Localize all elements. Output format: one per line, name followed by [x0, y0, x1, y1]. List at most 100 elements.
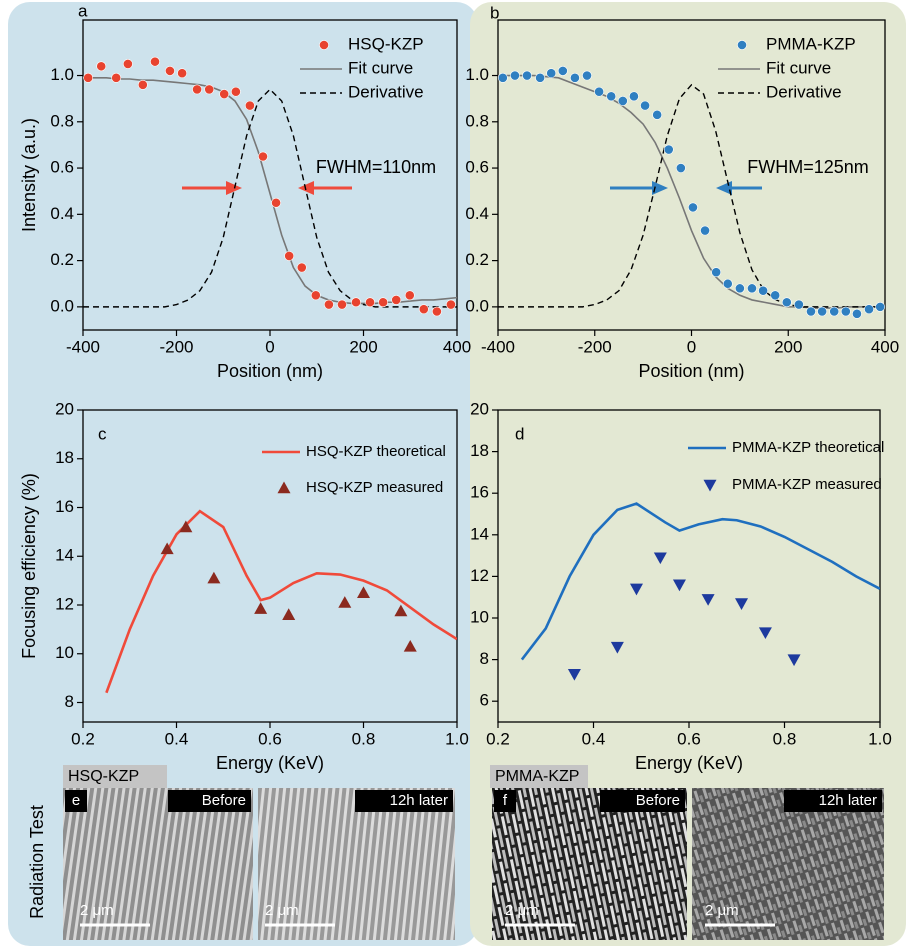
y-tick-label: 12 — [470, 566, 489, 585]
y-tick-label: 0.6 — [465, 158, 489, 177]
y-tick-label: 18 — [470, 441, 489, 460]
x-axis-label: Energy (KeV) — [216, 753, 324, 773]
y-tick-label: 8 — [480, 649, 489, 668]
data-point — [510, 70, 520, 81]
panel-letter: a — [78, 1, 88, 20]
tag-box — [784, 790, 882, 812]
legend-label: Derivative — [766, 82, 842, 101]
y-tick-label: 16 — [470, 483, 489, 502]
panel-letter: d — [515, 424, 524, 443]
x-tick-label: 0.2 — [71, 729, 95, 748]
scale-label: 2 μm — [505, 902, 539, 919]
x-tick-label: 200 — [774, 337, 802, 356]
panel-letter: b — [490, 3, 499, 22]
data-point — [793, 299, 804, 310]
x-tick-label: 0 — [687, 337, 696, 356]
data-point — [207, 571, 221, 584]
data-point — [570, 72, 580, 83]
y-tick-label: 6 — [480, 691, 489, 710]
data-point — [770, 290, 781, 301]
data-point — [192, 84, 202, 95]
legend-label: PMMA-KZP measured — [732, 476, 882, 493]
x-tick-label: 0.4 — [165, 729, 189, 748]
data-point — [546, 68, 557, 79]
data-point — [781, 297, 792, 308]
data-point — [324, 299, 334, 310]
x-axis-label: Position (nm) — [638, 361, 744, 381]
panel-letter: e — [72, 792, 80, 809]
panel-letter-box — [494, 790, 516, 812]
y-tick-label: 0.0 — [50, 296, 74, 315]
data-point — [244, 100, 255, 111]
data-point — [254, 602, 268, 614]
legend-label: HSQ-KZP theoretical — [306, 443, 446, 460]
data-point — [284, 251, 295, 261]
data-point — [610, 641, 624, 654]
y-tick-label: 8 — [65, 692, 74, 711]
panel-letter: c — [98, 424, 107, 443]
y-tick-label: 20 — [55, 399, 74, 418]
data-point — [852, 308, 862, 319]
legend-label: Fit curve — [348, 58, 413, 77]
y-tick-label: 14 — [55, 546, 74, 565]
data-point — [806, 306, 816, 317]
data-point — [653, 552, 667, 565]
data-point — [137, 79, 148, 90]
data-point — [418, 304, 429, 315]
x-tick-label: 200 — [349, 337, 377, 356]
x-tick-label: 0.8 — [773, 729, 797, 748]
data-point — [663, 144, 674, 155]
scale-label: 2 μm — [265, 902, 299, 919]
data-point — [672, 579, 686, 592]
data-point — [111, 72, 122, 83]
x-tick-label: 1.0 — [868, 729, 892, 748]
annotation: FWHM=110nm — [316, 157, 436, 177]
y-tick-label: 0.2 — [465, 250, 489, 269]
y-tick-label: 14 — [470, 524, 489, 543]
data-point — [875, 301, 886, 312]
data-point — [310, 290, 321, 301]
legend-label: HSQ-KZP — [348, 34, 424, 53]
y-axis-label: Intensity (a.u.) — [19, 118, 39, 232]
data-point — [404, 290, 415, 301]
data-point — [582, 70, 592, 81]
data-point — [337, 299, 347, 310]
data-point — [535, 72, 545, 83]
x-tick-label: 0.2 — [486, 729, 510, 748]
series-group — [520, 502, 880, 661]
x-tick-label: -200 — [578, 337, 612, 356]
panel-letter: f — [503, 792, 508, 809]
x-tick-label: 0.6 — [258, 729, 282, 748]
data-point — [282, 608, 296, 620]
group-title-box — [63, 765, 167, 788]
y-tick-label: 0.6 — [50, 158, 74, 177]
scale-label: 2 μm — [80, 902, 114, 919]
data-point — [734, 283, 745, 294]
data-point — [497, 72, 508, 83]
right-background — [470, 2, 906, 946]
data-line — [83, 88, 457, 308]
legend-label: PMMA-KZP — [766, 34, 856, 53]
left-background — [8, 2, 478, 946]
x-tick-label: 1.0 — [445, 729, 469, 748]
data-point — [179, 520, 193, 533]
data-point — [711, 267, 722, 278]
legend-marker — [737, 40, 747, 50]
tag-box — [168, 790, 251, 812]
y-tick-label: 0.4 — [50, 204, 74, 223]
data-point — [177, 68, 188, 79]
data-point — [83, 72, 94, 83]
data-point — [594, 86, 605, 97]
y-tick-label: 18 — [55, 448, 74, 467]
data-point — [122, 59, 133, 69]
data-point — [338, 596, 352, 608]
x-tick-label: 0.6 — [677, 729, 701, 748]
data-line — [520, 502, 880, 661]
x-tick-label: -400 — [481, 337, 515, 356]
data-point — [722, 278, 733, 289]
data-point — [675, 163, 686, 173]
data-point — [403, 639, 417, 652]
data-point — [700, 225, 710, 236]
y-tick-label: 0.0 — [465, 296, 489, 315]
